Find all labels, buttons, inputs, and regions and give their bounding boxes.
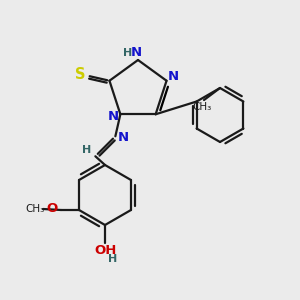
Text: CH₃: CH₃ (26, 204, 45, 214)
Text: N: N (108, 110, 119, 123)
Text: H: H (108, 254, 118, 264)
Text: CH₃: CH₃ (192, 102, 212, 112)
Text: N: N (118, 131, 129, 144)
Text: H: H (123, 48, 133, 58)
Text: OH: OH (95, 244, 117, 256)
Text: S: S (75, 67, 86, 82)
Text: H: H (82, 145, 91, 155)
Text: O: O (46, 202, 58, 215)
Text: N: N (168, 70, 179, 83)
Text: N: N (130, 46, 142, 59)
